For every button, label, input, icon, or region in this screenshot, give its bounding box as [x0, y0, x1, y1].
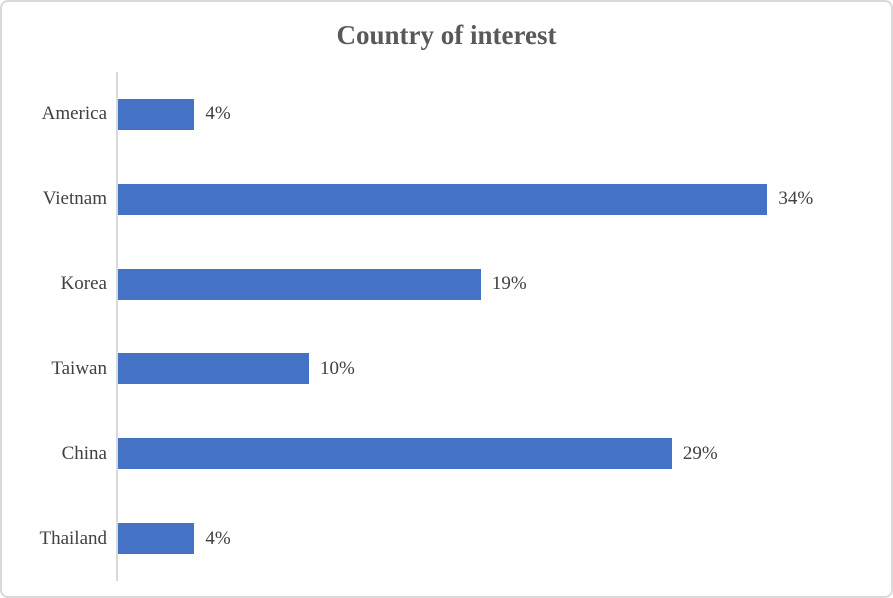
- value-label: 34%: [778, 188, 814, 210]
- bar-area: 4%: [116, 496, 882, 581]
- category-label: America: [41, 103, 107, 125]
- value-label: 4%: [205, 103, 231, 125]
- category-label: Taiwan: [51, 357, 107, 379]
- bar: [118, 183, 768, 215]
- value-label: 10%: [320, 357, 355, 379]
- value-label: 29%: [682, 442, 718, 464]
- bar-area: 4%: [116, 72, 882, 157]
- category-label: Vietnam: [42, 188, 107, 210]
- category-label: Korea: [60, 273, 107, 295]
- bar: [118, 523, 195, 555]
- category-label: China: [61, 442, 107, 464]
- category-label: Thailand: [39, 527, 107, 549]
- bar-area: 10%: [116, 326, 882, 412]
- bar-area: 34%: [116, 156, 882, 242]
- chart-row: Taiwan 10%: [12, 326, 882, 412]
- plot-area: America 4% Vietnam 34% Korea 19% Taiwan …: [12, 72, 882, 581]
- chart-row: China 29%: [12, 411, 882, 497]
- bar: [118, 353, 309, 385]
- chart-row: Thailand 4%: [12, 496, 882, 581]
- bar: [118, 438, 672, 470]
- bar-area: 29%: [116, 411, 882, 497]
- bar-area: 19%: [116, 241, 882, 327]
- bar: [118, 268, 481, 300]
- chart-title: Country of interest: [336, 20, 557, 50]
- chart-row: Vietnam 34%: [12, 156, 882, 242]
- chart-row: Korea 19%: [12, 241, 882, 327]
- value-label: 4%: [205, 527, 231, 549]
- chart-row: America 4%: [12, 72, 882, 157]
- value-label: 19%: [491, 273, 527, 295]
- bar: [118, 98, 195, 130]
